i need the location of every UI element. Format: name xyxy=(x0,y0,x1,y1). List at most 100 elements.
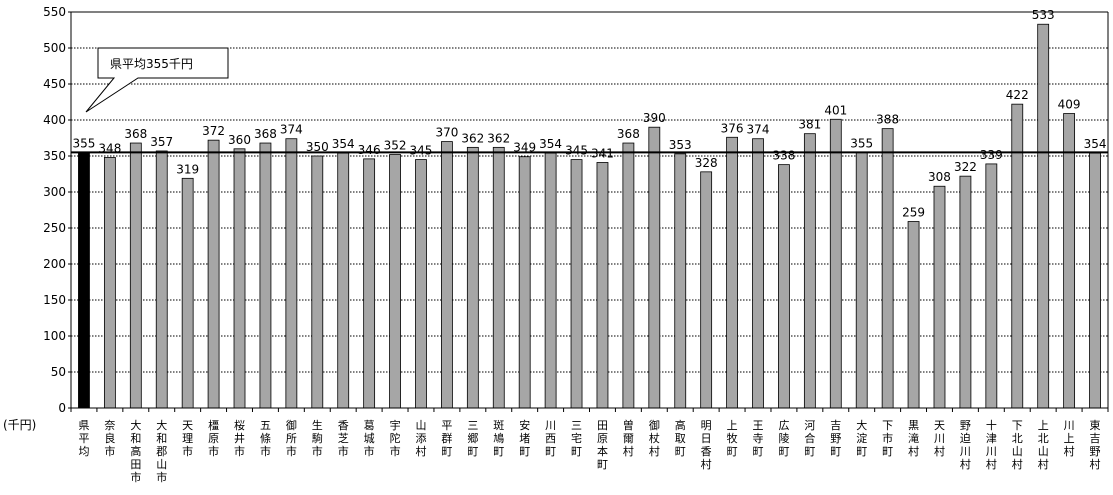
category-label: 十津川村 xyxy=(986,418,997,471)
bar xyxy=(389,154,401,409)
y-tick-label: 200 xyxy=(43,257,66,271)
bar xyxy=(233,148,246,409)
value-label: 345 xyxy=(410,144,433,158)
category-label: 広陵町 xyxy=(778,419,789,458)
value-label: 308 xyxy=(928,170,951,184)
category-label: 王寺町 xyxy=(753,419,764,458)
y-tick-label: 150 xyxy=(43,293,66,307)
category-label: 三郷町 xyxy=(467,419,478,458)
bar xyxy=(752,138,764,409)
bar xyxy=(1011,103,1024,409)
value-label: 362 xyxy=(461,131,484,145)
value-label: 370 xyxy=(435,126,458,140)
category-label: 高取町 xyxy=(675,418,686,458)
value-label: 338 xyxy=(772,149,795,163)
category-label: 山添村 xyxy=(415,419,426,458)
bars xyxy=(78,23,1101,409)
value-label: 422 xyxy=(1006,88,1029,102)
y-tick-label: 450 xyxy=(43,77,66,91)
category-label: 御所市 xyxy=(286,418,297,458)
value-label: 409 xyxy=(1058,98,1081,112)
value-label: 259 xyxy=(902,206,925,220)
category-label: 川西町 xyxy=(545,419,556,458)
value-label: 322 xyxy=(954,160,977,174)
y-tick-label: 0 xyxy=(58,401,66,415)
y-tick-label: 50 xyxy=(51,365,66,379)
bar xyxy=(933,185,946,409)
y-tick-label: 550 xyxy=(43,5,66,19)
callout-box xyxy=(85,47,229,113)
category-label: 下北山村 xyxy=(1012,419,1023,471)
value-label: 354 xyxy=(539,137,562,151)
category-label: 東吉野村 xyxy=(1090,419,1101,471)
value-label: 352 xyxy=(384,139,407,153)
bar xyxy=(129,142,142,409)
bar xyxy=(803,133,816,409)
bar xyxy=(726,136,738,409)
bar xyxy=(259,142,272,409)
value-label: 388 xyxy=(876,113,899,127)
bar xyxy=(518,156,531,409)
value-label: 355 xyxy=(73,136,96,150)
y-tick-label: 300 xyxy=(43,185,66,199)
average-callout-label: 県平均355千円 xyxy=(110,57,193,71)
value-label: 368 xyxy=(254,127,277,141)
value-label: 401 xyxy=(824,103,847,117)
bar xyxy=(207,139,220,409)
category-label: 桜井市 xyxy=(234,418,245,458)
value-label: 368 xyxy=(617,127,640,141)
category-label: 河合町 xyxy=(804,419,815,458)
y-tick-label: 500 xyxy=(43,41,66,55)
bar xyxy=(881,128,894,409)
value-label: 354 xyxy=(332,137,355,151)
value-label: 360 xyxy=(228,133,251,147)
bar xyxy=(1063,113,1076,409)
category-label: 田原本町 xyxy=(597,419,608,471)
category-label: 香芝市 xyxy=(338,419,349,458)
value-label: 362 xyxy=(487,131,510,145)
category-label: 曽爾村 xyxy=(623,418,634,458)
category-label: 天川村 xyxy=(934,419,945,458)
value-label: 350 xyxy=(306,140,329,154)
value-label: 339 xyxy=(980,148,1003,162)
bar xyxy=(103,157,116,409)
category-label: 県平均 xyxy=(78,419,89,458)
bar xyxy=(544,152,557,409)
value-label: 353 xyxy=(669,138,692,152)
category-label: 明日香村 xyxy=(701,419,712,471)
category-label: 三宅町 xyxy=(571,419,582,458)
category-label: 平群町 xyxy=(441,419,452,458)
category-label: 天理市 xyxy=(182,419,193,458)
category-label: 吉野町 xyxy=(830,419,841,458)
value-label: 390 xyxy=(643,111,666,125)
value-label: 357 xyxy=(150,135,173,149)
value-label: 341 xyxy=(591,146,614,160)
bar xyxy=(155,150,168,409)
bar xyxy=(778,164,790,409)
category-label: 葛城市 xyxy=(364,419,375,458)
value-label: 345 xyxy=(565,144,588,158)
bar xyxy=(855,151,868,409)
y-tick-label: 350 xyxy=(43,149,66,163)
value-label: 374 xyxy=(747,123,770,137)
category-label: 上北山村 xyxy=(1038,419,1049,471)
average-callout: 県平均355千円 xyxy=(85,47,229,113)
category-label: 五條市 xyxy=(260,419,271,458)
category-label: 下市町 xyxy=(882,419,893,458)
y-axis-ticks: 0 50 100 150 200 250 300 350 400 450 500 550 xyxy=(43,5,66,415)
value-label: 355 xyxy=(850,136,873,150)
value-label: 319 xyxy=(176,162,199,176)
category-label: 斑鳩町 xyxy=(493,419,504,458)
y-tick-label: 250 xyxy=(43,221,66,235)
category-label: 橿原市 xyxy=(208,419,219,458)
bar xyxy=(622,142,635,409)
category-label: 大淀町 xyxy=(856,418,867,458)
value-label: 368 xyxy=(124,127,147,141)
value-label: 346 xyxy=(358,143,381,157)
value-label: 372 xyxy=(202,124,225,138)
bar xyxy=(311,155,324,409)
bar xyxy=(570,159,583,409)
bar xyxy=(363,158,376,409)
bar xyxy=(285,138,298,409)
